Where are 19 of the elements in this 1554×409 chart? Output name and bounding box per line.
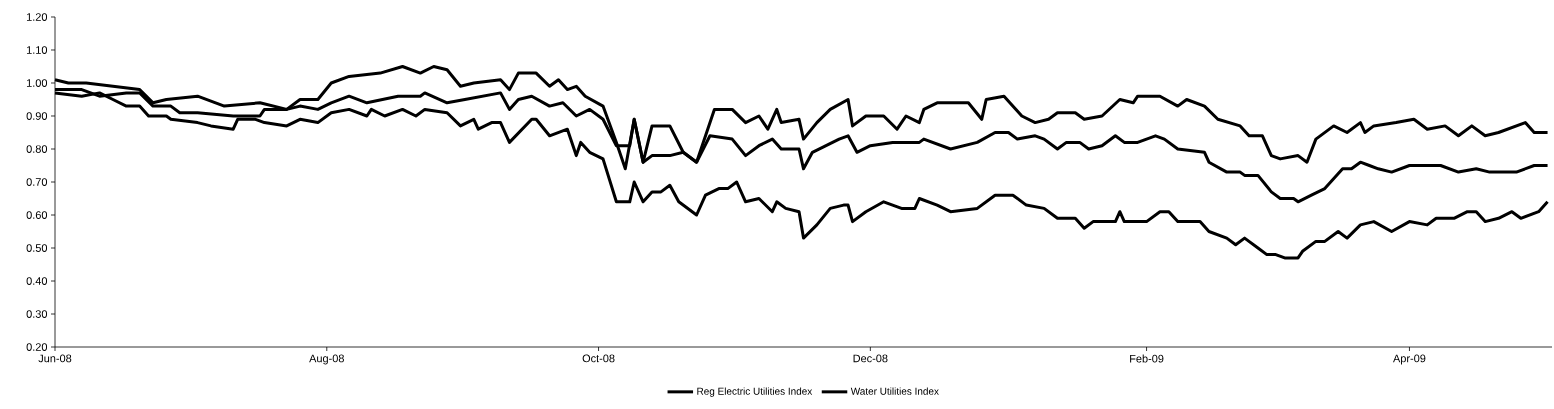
y-tick-label: 1.20	[26, 13, 48, 21]
y-tick-label: 0.40	[26, 277, 48, 285]
y-tick-label: 1.10	[26, 46, 48, 54]
x-tick-label: Dec-08	[853, 354, 888, 363]
y-tick-label: 0.30	[26, 310, 48, 318]
y-tick-label: 0.20	[26, 343, 48, 351]
legend-label: Reg Electric Utilities Index	[697, 387, 813, 397]
y-tick-label: 1.00	[26, 79, 48, 87]
x-tick-label: Apr-09	[1393, 354, 1426, 365]
legend-label: Water Utilities Index	[850, 387, 939, 395]
x-tick-label: Aug-08	[309, 354, 344, 365]
x-tick-label: Oct-08	[582, 354, 615, 363]
x-tick-label: Feb-09	[1130, 354, 1164, 363]
y-tick-label: 0.80	[26, 145, 48, 153]
y-tick-label: 0.90	[26, 112, 48, 120]
y-tick-label: 0.50	[26, 244, 48, 252]
y-tick-label: 0.60	[26, 211, 48, 219]
y-tick-label: 0.70	[26, 178, 48, 186]
x-tick-label: Jun-08	[38, 354, 72, 363]
